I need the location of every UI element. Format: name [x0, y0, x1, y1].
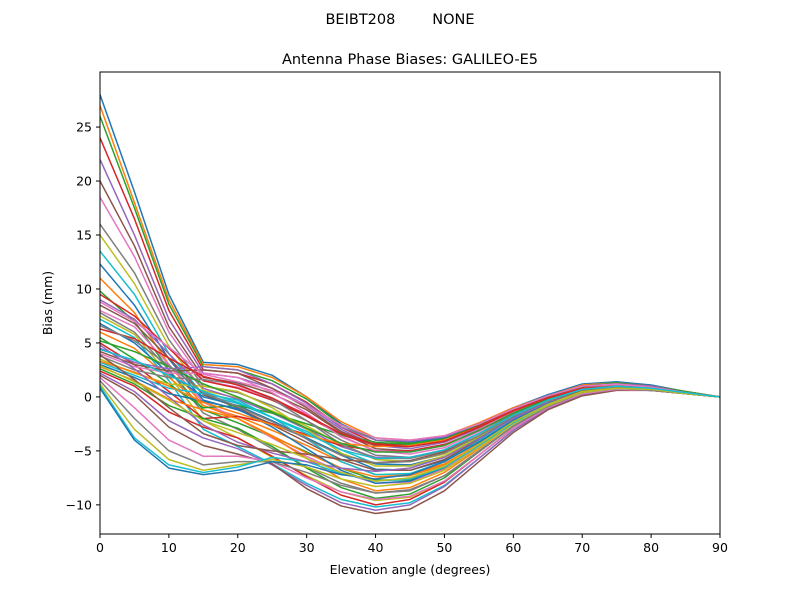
y-tick-label: 10 [76, 281, 92, 296]
y-tick-label: −5 [74, 443, 92, 458]
y-tick-label: 5 [84, 335, 92, 350]
series-lines [100, 94, 720, 515]
x-tick-label: 50 [436, 540, 452, 555]
plot-frame [99, 71, 721, 535]
figure-suptitle: BEIBT208 NONE [325, 12, 474, 28]
series-line-48 [100, 324, 720, 464]
x-tick-label: 70 [574, 540, 590, 555]
series-line-37 [100, 376, 720, 501]
y-tick-label: −10 [66, 497, 92, 512]
series-line-49 [100, 364, 720, 482]
x-tick-label: 20 [230, 540, 246, 555]
x-axis-ticks: 0 10 20 30 40 50 60 70 80 90 [96, 534, 728, 555]
x-tick-label: 60 [505, 540, 521, 555]
x-tick-label: 40 [368, 540, 384, 555]
y-tick-label: 20 [76, 174, 92, 189]
x-tick-label: 10 [161, 540, 177, 555]
x-tick-label: 0 [96, 540, 104, 555]
series-line-1 [100, 94, 720, 443]
series-line-50 [100, 348, 720, 460]
series-line-47 [100, 301, 720, 441]
y-tick-label: 25 [76, 120, 92, 135]
y-axis-ticks: −10 −5 0 5 10 15 20 25 [66, 120, 100, 512]
x-tick-label: 80 [643, 540, 659, 555]
x-tick-label: 90 [712, 540, 728, 555]
y-tick-label: 0 [84, 389, 92, 404]
x-tick-label: 30 [299, 540, 315, 555]
y-axis-label: Bias (mm) [40, 271, 55, 335]
chart-title: Antenna Phase Biases: GALILEO-E5 [282, 52, 538, 68]
x-axis-label: Elevation angle (degrees) [330, 562, 491, 577]
series-line-36 [100, 374, 720, 515]
y-tick-label: 15 [76, 227, 92, 242]
